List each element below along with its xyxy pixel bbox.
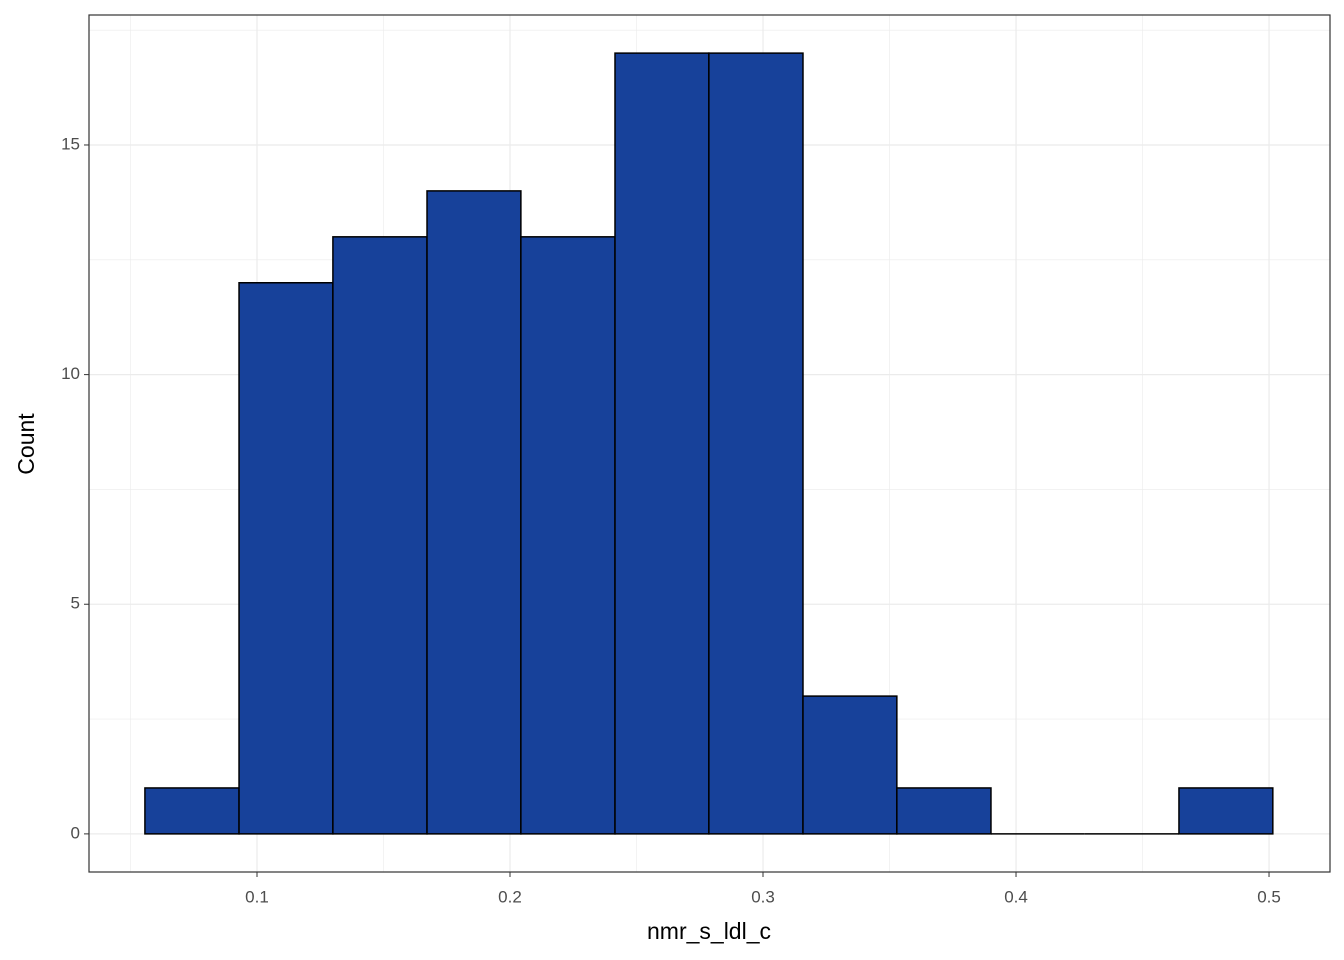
y-axis-title: Count	[13, 413, 39, 475]
bar	[708, 52, 804, 835]
y-tick-label: 0	[71, 823, 80, 842]
bar	[896, 787, 992, 835]
bar	[332, 236, 428, 835]
x-tick-label: 0.3	[751, 887, 775, 906]
x-tick-label: 0.2	[498, 887, 522, 906]
x-tick-label: 0.4	[1004, 887, 1028, 906]
x-tick-label: 0.5	[1257, 887, 1281, 906]
bar	[802, 695, 898, 835]
bar	[1178, 787, 1274, 835]
x-axis-title: nmr_s_ldl_c	[647, 918, 771, 944]
bar	[520, 236, 616, 835]
bar	[614, 52, 710, 835]
y-tick-label: 10	[61, 364, 80, 383]
bar	[144, 787, 240, 835]
panel-border	[88, 14, 1331, 873]
bar	[238, 282, 334, 835]
x-tick-label: 0.1	[245, 887, 269, 906]
y-tick-label: 15	[61, 134, 80, 153]
y-tick-label: 5	[71, 594, 80, 613]
bar	[426, 190, 522, 835]
